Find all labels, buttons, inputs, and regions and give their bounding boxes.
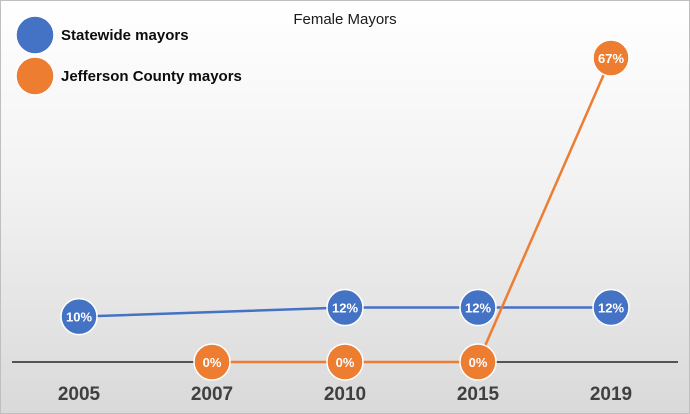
- data-label: 10%: [66, 310, 92, 325]
- data-point-jefferson-county-mayors-2019: 67%: [592, 39, 630, 77]
- data-point-statewide-mayors-2015: 12%: [459, 288, 497, 327]
- data-marker: [326, 343, 364, 381]
- data-label: 12%: [598, 301, 624, 316]
- series-points: 10% 12% 12% 12% 0% 0% 0% 67%: [60, 39, 630, 381]
- data-point-statewide-mayors-2010: 12%: [326, 288, 364, 327]
- series-line-jefferson-county-mayors: [212, 57, 613, 364]
- series-lines: [78, 57, 613, 364]
- data-label: 12%: [332, 301, 358, 316]
- data-marker: [459, 288, 497, 327]
- data-point-statewide-mayors-2005: 10%: [60, 297, 98, 336]
- data-label: 67%: [598, 51, 624, 66]
- data-marker: [592, 39, 630, 77]
- legend-marker-statewide: [15, 15, 55, 55]
- data-label: 0%: [336, 355, 355, 370]
- data-point-jefferson-county-mayors-2010: 0%: [326, 343, 364, 381]
- chart-title: Female Mayors: [293, 11, 396, 28]
- data-marker: [326, 288, 364, 327]
- legend-label-jefferson: Jefferson County mayors: [61, 68, 242, 85]
- legend-marker-jefferson: [15, 56, 55, 96]
- data-point-statewide-mayors-2019: 12%: [592, 288, 630, 327]
- x-tick-2010: 2010: [324, 384, 366, 405]
- legend: Statewide mayors Jefferson County mayors: [15, 15, 242, 96]
- x-tick-2015: 2015: [457, 384, 500, 405]
- data-marker: [459, 343, 497, 381]
- data-label: 12%: [465, 301, 491, 316]
- series-line-statewide-mayors: [78, 306, 611, 318]
- data-marker: [592, 288, 630, 327]
- x-tick-2007: 2007: [191, 384, 233, 405]
- x-tick-2005: 2005: [58, 384, 101, 405]
- data-marker: [193, 343, 231, 381]
- data-point-jefferson-county-mayors-2015: 0%: [459, 343, 497, 381]
- data-point-jefferson-county-mayors-2007: 0%: [193, 343, 231, 381]
- data-marker: [60, 297, 98, 336]
- legend-label-statewide: Statewide mayors: [61, 27, 189, 44]
- x-tick-2019: 2019: [590, 384, 632, 405]
- data-label: 0%: [469, 355, 488, 370]
- x-axis-tick-labels: 2005 2007 2010 2015 2019: [58, 384, 632, 405]
- data-label: 0%: [203, 355, 222, 370]
